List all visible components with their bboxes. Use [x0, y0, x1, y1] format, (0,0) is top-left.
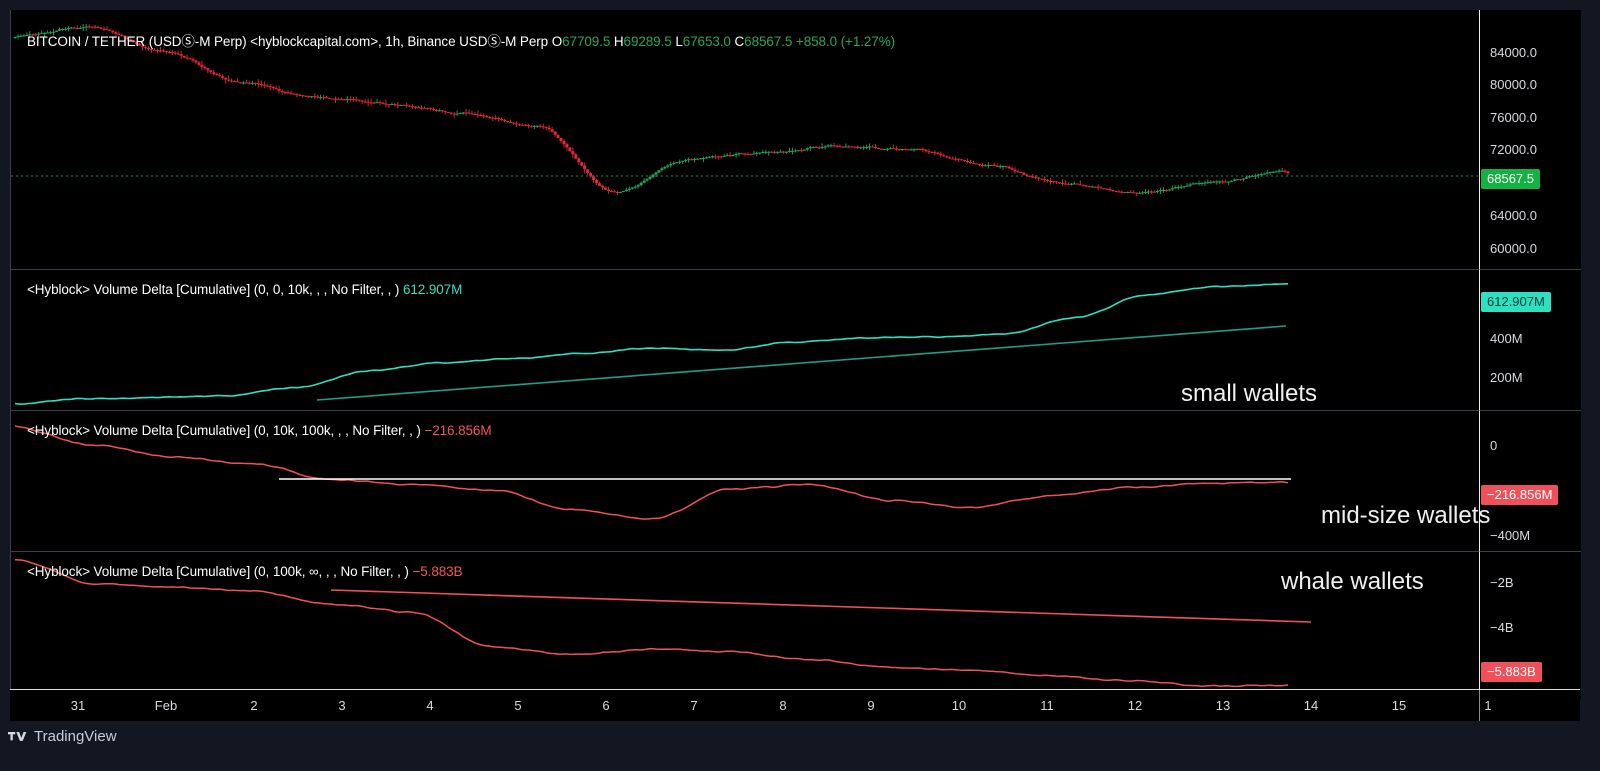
pane-price[interactable]	[11, 10, 1479, 269]
mid-size-wallets-scale[interactable]: 0 −216.856M −400M	[1479, 411, 1581, 551]
price-tick-80000: 80000.0	[1490, 77, 1537, 92]
small-wallets-tick-200M: 200M	[1490, 370, 1523, 385]
time-tick-4: 4	[426, 698, 434, 713]
time-tick-5: 5	[514, 698, 522, 713]
ohlc-o-label: O	[551, 34, 563, 49]
mid-size-wallets-badge: −216.856M	[1481, 485, 1559, 505]
time-tick-11: 11	[1040, 698, 1054, 713]
small-wallets-badge: 612.907M	[1481, 292, 1551, 312]
price-tick-84000: 84000.0	[1490, 45, 1537, 60]
ohlc-l-label: L	[675, 34, 683, 49]
candlestick-series	[11, 23, 1479, 197]
last-price-badge: 68567.5	[1481, 169, 1540, 189]
time-tick-8: 8	[779, 698, 787, 713]
annotation-whale-wallets: whale wallets	[1281, 568, 1424, 595]
time-tick-12: 12	[1127, 698, 1143, 713]
price-tick-64000: 64000.0	[1490, 208, 1537, 223]
whale-wallets-title: <Hyblock> Volume Delta [Cumulative] (0, …	[27, 564, 409, 579]
trendline-small-wallets	[316, 325, 1287, 401]
whale-wallets-badge: −5.883B	[1481, 662, 1542, 682]
price-scale[interactable]: 84000.0 80000.0 76000.0 72000.0 64000.0 …	[1479, 10, 1581, 269]
pane-separator-1[interactable]	[11, 269, 1581, 270]
legend-main-symbol[interactable]: BITCOIN / TETHER (USDⓈ-M Perp) <hyblockc…	[27, 30, 895, 50]
pane-small-wallets[interactable]	[11, 270, 1479, 410]
time-tick-2: 2	[250, 698, 258, 713]
time-tick-31: 31	[70, 698, 86, 713]
trendline-whale-wallets	[330, 589, 1312, 623]
legend-whale-wallets[interactable]: <Hyblock> Volume Delta [Cumulative] (0, …	[27, 564, 463, 579]
tradingview-watermark: TradingView	[8, 728, 117, 745]
small-wallets-title: <Hyblock> Volume Delta [Cumulative] (0, …	[27, 282, 400, 297]
annotation-small-wallets: small wallets	[1181, 380, 1318, 407]
price-tick-72000: 72000.0	[1490, 142, 1537, 157]
legend-mid-size-wallets[interactable]: <Hyblock> Volume Delta [Cumulative] (0, …	[27, 423, 492, 438]
time-tick-15: 15	[1391, 698, 1407, 713]
ohlc-c-value: 68567.5	[744, 34, 793, 49]
time-tick-13: 13	[1215, 698, 1231, 713]
chart-frame: BITCOIN / TETHER (USDⓈ-M Perp) <hyblockc…	[10, 10, 1581, 721]
price-tick-60000: 60000.0	[1490, 241, 1537, 256]
pane-separator-2[interactable]	[11, 410, 1581, 411]
symbol-label: BITCOIN / TETHER (USDⓈ-M Perp) <hyblockc…	[27, 34, 549, 49]
whale-tick-minus4B: −4B	[1490, 620, 1514, 635]
ohlc-h-label: H	[613, 34, 624, 49]
mid-size-wallets-title: <Hyblock> Volume Delta [Cumulative] (0, …	[27, 423, 421, 438]
ohlc-h-value: 69289.5	[623, 34, 672, 49]
mid-size-tick-minus400M: −400M	[1490, 528, 1531, 543]
ohlc-o-value: 67709.5	[562, 34, 611, 49]
time-tick-3: 3	[338, 698, 346, 713]
time-tick-feb: Feb	[154, 698, 178, 713]
time-tick-9: 9	[867, 698, 875, 713]
small-wallets-tick-400M: 400M	[1490, 331, 1523, 346]
watermark-label: TradingView	[34, 728, 117, 745]
time-axis[interactable]: 31 Feb 2 3 4 5 6 7 8 9 10 11 12 13 14 15 1	[10, 689, 1580, 721]
small-wallets-value: 612.907M	[402, 282, 463, 297]
whale-wallets-scale[interactable]: −2B −4B −5.883B	[1479, 552, 1581, 699]
time-tick-14: 14	[1303, 698, 1319, 713]
mid-size-tick-0: 0	[1490, 438, 1498, 453]
time-tick-6: 6	[602, 698, 610, 713]
legend-small-wallets[interactable]: <Hyblock> Volume Delta [Cumulative] (0, …	[27, 282, 462, 297]
time-tick-1: 1	[1484, 698, 1492, 713]
whale-wallets-series	[14, 559, 1312, 688]
price-change: +858.0 (+1.27%)	[795, 34, 895, 49]
pane-mid-size-wallets[interactable]	[11, 411, 1479, 551]
whale-tick-minus2B: −2B	[1490, 575, 1514, 590]
time-tick-7: 7	[690, 698, 698, 713]
small-wallets-series	[14, 283, 1289, 405]
ohlc-l-value: 67653.0	[682, 34, 731, 49]
ohlc-c-label: C	[734, 34, 745, 49]
annotation-mid-size-wallets: mid-size wallets	[1321, 502, 1491, 529]
whale-wallets-value: −5.883B	[412, 564, 463, 579]
mid-size-wallets-series	[14, 425, 1291, 520]
time-tick-10: 10	[951, 698, 967, 713]
mid-size-wallets-value: −216.856M	[424, 423, 492, 438]
pane-separator-3[interactable]	[11, 551, 1581, 552]
small-wallets-scale[interactable]: 612.907M 400M 200M	[1479, 270, 1581, 410]
pane-whale-wallets[interactable]	[11, 552, 1479, 699]
tradingview-logo-icon	[8, 731, 27, 741]
time-gridline	[1479, 10, 1480, 721]
price-tick-76000: 76000.0	[1490, 110, 1537, 125]
